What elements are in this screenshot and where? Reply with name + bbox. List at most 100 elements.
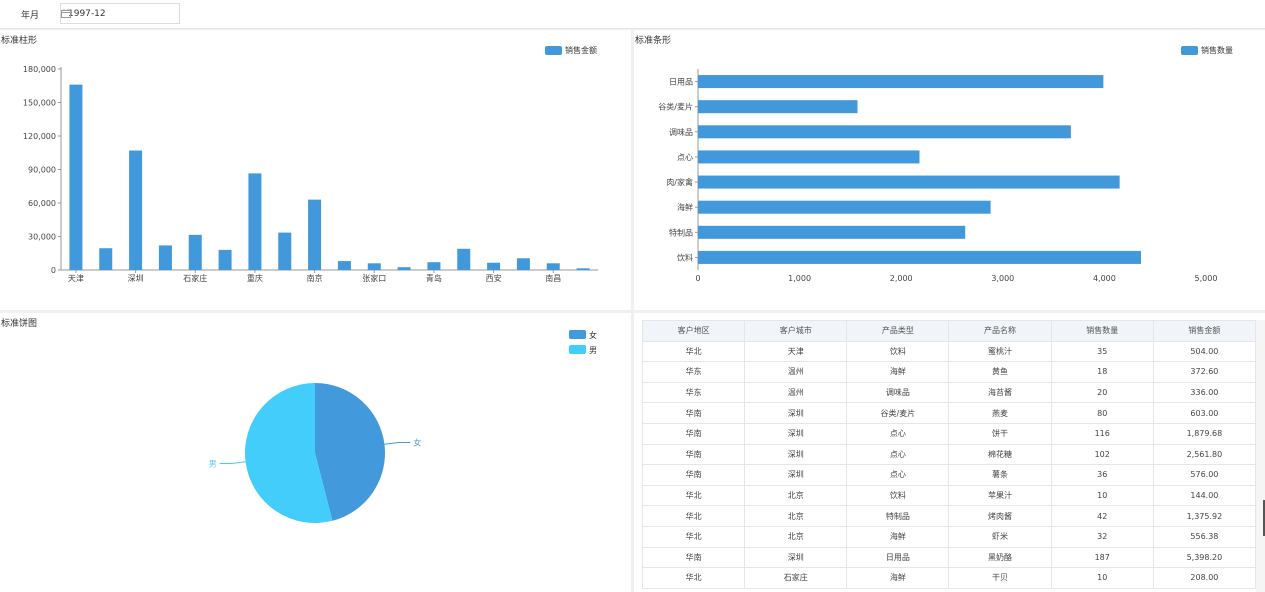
table-cell: 华南 — [641, 422, 746, 445]
calendar-icon[interactable] — [61, 9, 71, 18]
table-cell: 北京 — [744, 484, 848, 507]
table-cell: 深圳 — [744, 464, 848, 486]
x-tick-label: 重庆 — [247, 273, 263, 283]
table-cell: 556.38 — [1152, 525, 1257, 548]
x-tick-label: 南京 — [307, 273, 323, 283]
column-header[interactable]: 客户地区 — [641, 320, 746, 342]
table-cell: 饼干 — [948, 422, 1052, 445]
y-tick-label: 日用品 — [669, 78, 693, 87]
table-cell: 208.00 — [1152, 567, 1257, 589]
x-tick-label: 4,000 — [1093, 274, 1116, 283]
x-tick-label: 3,000 — [991, 274, 1014, 283]
table-row[interactable]: 华东 温州 调味品 海苔酱 20 336.00 — [641, 381, 1257, 404]
legend-label: 销售金额 — [565, 45, 597, 55]
table-cell: 华南 — [641, 546, 746, 569]
x-tick-label: 2,000 — [890, 274, 913, 283]
table-row[interactable]: 华南 深圳 点心 薯条 36 576.00 — [641, 464, 1257, 486]
table-row[interactable]: 华东 温州 海鲜 黄鱼 18 372.60 — [641, 361, 1257, 383]
year-month-date-picker[interactable]: 1997-12 — [60, 3, 180, 24]
x-tick-label: 南昌 — [545, 273, 561, 283]
table-cell: 576.00 — [1152, 464, 1257, 486]
table-cell: 32 — [1050, 525, 1154, 548]
bar — [188, 234, 202, 270]
table-cell: 虾米 — [948, 525, 1052, 548]
bar — [698, 225, 966, 239]
table-cell: 42 — [1050, 505, 1154, 527]
table-cell: 华东 — [641, 381, 746, 404]
pie-label: 男 — [209, 460, 217, 469]
bar — [99, 248, 113, 270]
table-cell: 80 — [1050, 402, 1154, 424]
table-cell: 饮料 — [846, 340, 950, 363]
pie-slice — [245, 383, 333, 523]
table-cell: 谷类/麦片 — [846, 402, 950, 424]
table-cell: 饮料 — [846, 484, 950, 507]
table-cell: 棉花糖 — [948, 443, 1052, 466]
bar — [698, 175, 1120, 189]
column-header[interactable]: 销售金额 — [1152, 320, 1257, 342]
bar — [129, 150, 143, 270]
table-cell: 102 — [1050, 443, 1154, 466]
hbar-chart-title: 标准条形 — [635, 36, 672, 46]
legend-label: 女 — [589, 330, 597, 340]
table-row[interactable]: 华南 深圳 谷类/麦片 燕麦 80 603.00 — [641, 402, 1257, 424]
x-tick-label: 天津 — [68, 273, 84, 283]
legend-swatch — [545, 46, 562, 55]
table-cell: 372.60 — [1152, 361, 1257, 383]
table-cell: 116 — [1050, 422, 1154, 445]
table-cell: 华北 — [641, 567, 746, 589]
table-cell: 深圳 — [744, 402, 848, 424]
table-row[interactable]: 华北 北京 海鲜 虾米 32 556.38 — [641, 525, 1257, 548]
page-scroll-handle[interactable] — [1263, 500, 1265, 536]
table-cell: 144.00 — [1152, 484, 1257, 507]
table-row[interactable]: 华北 天津 饮料 蜜桃汁 35 504.00 — [641, 340, 1257, 363]
table-cell: 18 — [1050, 361, 1154, 383]
table-cell: 石家庄 — [744, 567, 848, 589]
table-cell: 336.00 — [1152, 381, 1257, 404]
hbar-chart-panel: 标准条形 日用品 谷类/麦片 调味品 点心 肉/家禽 海鲜 特制品 饮料 0 1,000 2,000… — [634, 30, 1265, 310]
column-header[interactable]: 产品类型 — [846, 320, 950, 342]
column-header[interactable]: 客户城市 — [744, 320, 848, 342]
table-row[interactable]: 华北 北京 特制品 烤肉酱 42 1,375.92 — [641, 505, 1257, 527]
bar-chart-panel: 标准柱形 0 30,000 60,000 90,000 120,000 150,000 18… — [0, 30, 631, 310]
y-tick-label: 谷类/麦片 — [658, 102, 693, 112]
bar — [698, 250, 1141, 264]
table-scrollbar[interactable] — [1256, 320, 1265, 592]
y-tick-label: 肉/家禽 — [666, 177, 693, 187]
legend-swatch — [1181, 46, 1198, 55]
table-row[interactable]: 华北 石家庄 海鲜 干贝 10 208.00 — [641, 567, 1257, 589]
table-cell: 点心 — [846, 443, 950, 466]
table-cell: 调味品 — [846, 381, 950, 404]
table-cell: 1,375.92 — [1152, 505, 1257, 527]
table-row[interactable]: 华南 深圳 日用品 黑奶酪 187 5,398.20 — [641, 546, 1257, 569]
table-cell: 苹果汁 — [948, 484, 1052, 507]
y-tick-label: 0 — [51, 266, 56, 275]
table-cell: 海鲜 — [846, 567, 950, 589]
x-tick-label: 张家口 — [362, 273, 386, 283]
table-cell: 温州 — [744, 361, 848, 383]
column-header[interactable]: 销售数量 — [1050, 320, 1154, 342]
table-row[interactable]: 华南 深圳 点心 棉花糖 102 2,561.80 — [641, 443, 1257, 466]
filter-toolbar: 年月 1997-12 — [0, 0, 1265, 29]
legend-label: 销售数量 — [1201, 45, 1233, 55]
y-tick-label: 特制品 — [669, 227, 693, 237]
bar — [576, 268, 590, 270]
table-row[interactable]: 华南 深圳 点心 饼干 116 1,879.68 — [641, 422, 1257, 445]
table-row[interactable]: 华北 北京 饮料 苹果汁 10 144.00 — [641, 484, 1257, 507]
table-cell: 华南 — [641, 402, 746, 424]
bar — [248, 173, 262, 270]
pie-label: 女 — [413, 437, 421, 447]
column-header[interactable]: 产品名称 — [948, 320, 1052, 342]
x-tick-label: 青岛 — [426, 273, 442, 283]
pie-label-line — [219, 461, 246, 465]
table-cell: 燕麦 — [948, 402, 1052, 424]
bar — [427, 262, 441, 270]
bar — [698, 125, 1071, 139]
year-month-label: 年月 — [21, 11, 40, 21]
bar — [457, 248, 471, 270]
table-cell: 温州 — [744, 381, 848, 404]
table-cell: 点心 — [846, 464, 950, 486]
table-cell: 35 — [1050, 340, 1154, 363]
